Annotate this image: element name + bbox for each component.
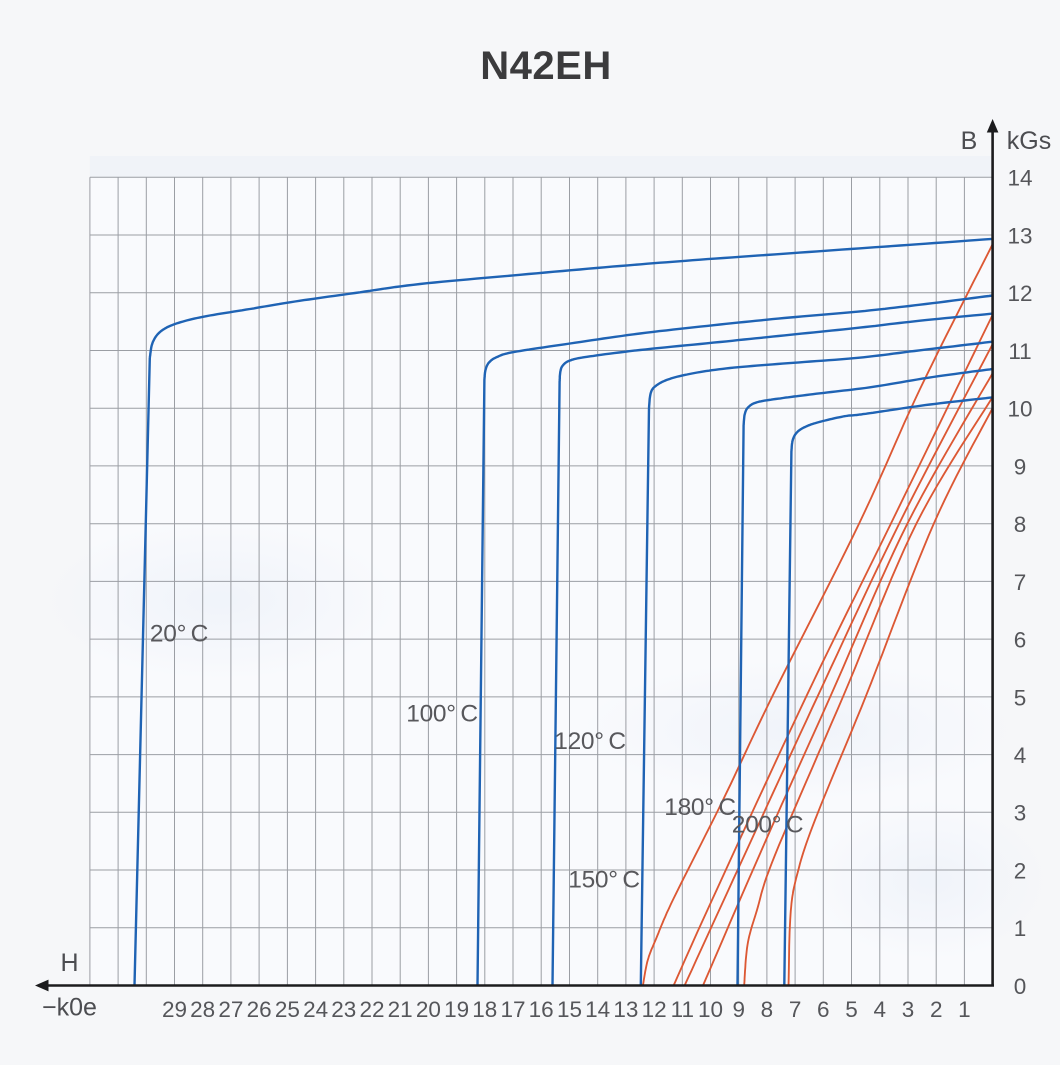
svg-text:2: 2 — [930, 997, 943, 1022]
svg-text:17: 17 — [500, 997, 525, 1022]
svg-text:19: 19 — [444, 997, 469, 1022]
svg-text:H: H — [60, 949, 78, 977]
svg-text:N42EH: N42EH — [480, 44, 611, 88]
svg-text:4: 4 — [874, 997, 887, 1022]
svg-text:22: 22 — [359, 997, 384, 1022]
svg-text:10: 10 — [698, 997, 723, 1022]
svg-text:14: 14 — [1007, 166, 1032, 191]
svg-text:11: 11 — [1008, 339, 1031, 364]
svg-text:12: 12 — [1007, 281, 1032, 306]
svg-text:26: 26 — [247, 997, 272, 1022]
svg-text:1: 1 — [1014, 916, 1027, 941]
svg-text:18: 18 — [472, 997, 497, 1022]
svg-text:6: 6 — [817, 997, 830, 1022]
svg-text:8: 8 — [761, 997, 774, 1022]
svg-text:5: 5 — [1014, 685, 1027, 710]
svg-text:5: 5 — [845, 997, 858, 1022]
svg-text:200° C: 200° C — [732, 812, 803, 839]
svg-text:21: 21 — [388, 997, 413, 1022]
svg-text:6: 6 — [1014, 628, 1027, 653]
svg-text:B: B — [961, 127, 978, 155]
svg-text:23: 23 — [331, 997, 356, 1022]
svg-text:150° C: 150° C — [568, 867, 639, 894]
svg-text:20: 20 — [416, 997, 441, 1022]
svg-text:11: 11 — [671, 997, 694, 1022]
svg-text:10: 10 — [1007, 397, 1032, 422]
svg-text:15: 15 — [557, 997, 582, 1022]
svg-text:1: 1 — [958, 997, 971, 1022]
svg-text:120° C: 120° C — [554, 728, 625, 755]
svg-text:180° C: 180° C — [664, 794, 735, 821]
svg-text:16: 16 — [529, 997, 554, 1022]
svg-text:29: 29 — [162, 997, 187, 1022]
svg-text:−k0e: −k0e — [42, 994, 97, 1022]
svg-text:3: 3 — [1014, 801, 1027, 826]
svg-text:4: 4 — [1014, 743, 1027, 768]
svg-text:9: 9 — [732, 997, 745, 1022]
svg-text:28: 28 — [190, 997, 215, 1022]
svg-text:20° C: 20° C — [150, 621, 208, 648]
svg-text:7: 7 — [1014, 570, 1027, 595]
svg-text:8: 8 — [1014, 512, 1027, 537]
svg-text:9: 9 — [1014, 454, 1027, 479]
svg-text:13: 13 — [613, 997, 638, 1022]
svg-text:0: 0 — [1014, 974, 1027, 999]
svg-text:3: 3 — [902, 997, 915, 1022]
svg-text:100° C: 100° C — [406, 701, 477, 728]
svg-text:25: 25 — [275, 997, 300, 1022]
svg-text:kGs: kGs — [1007, 127, 1051, 155]
svg-text:24: 24 — [303, 997, 328, 1022]
svg-text:14: 14 — [585, 997, 610, 1022]
svg-text:27: 27 — [218, 997, 243, 1022]
svg-text:12: 12 — [642, 997, 667, 1022]
svg-text:7: 7 — [789, 997, 802, 1022]
svg-text:13: 13 — [1007, 223, 1032, 248]
svg-text:2: 2 — [1014, 858, 1027, 883]
